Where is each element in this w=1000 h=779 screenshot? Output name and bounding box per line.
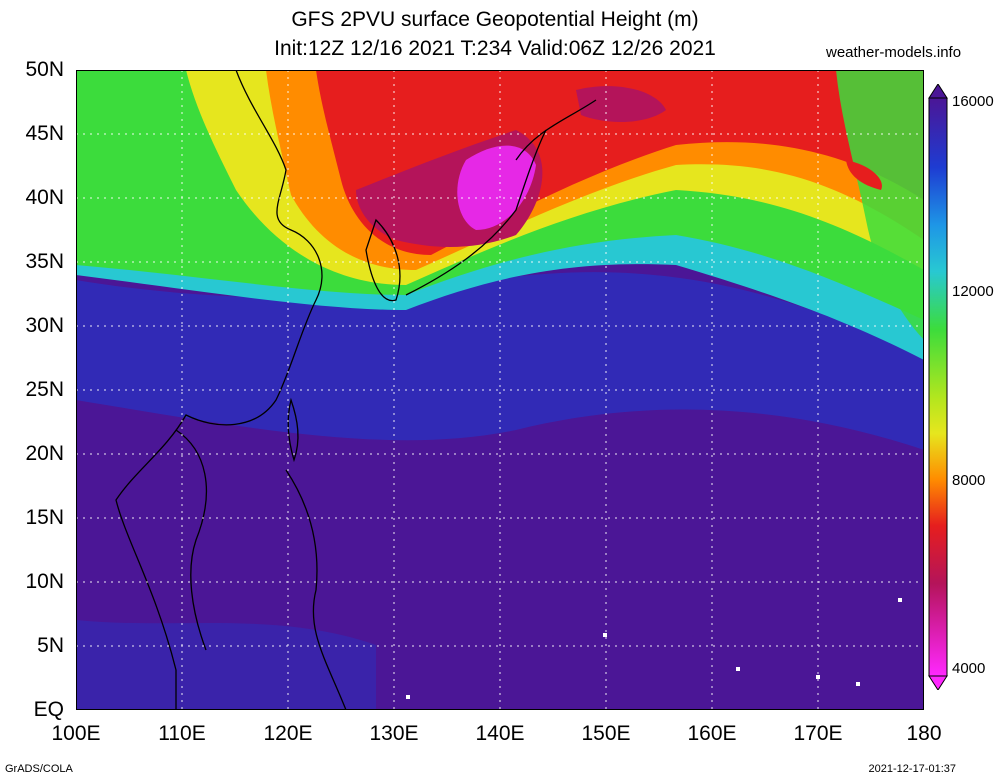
lat-label-40n: 40N <box>25 186 64 209</box>
lat-label-45n: 45N <box>25 122 64 145</box>
colorbar-label-16000: 16000 <box>952 93 994 110</box>
colorbar <box>928 84 948 690</box>
lat-label-20n: 20N <box>25 442 64 465</box>
lat-label-35n: 35N <box>25 250 64 273</box>
lon-label-180: 180 <box>906 722 942 745</box>
lon-label-130e: 130E <box>369 722 419 745</box>
lon-label-120e: 120E <box>263 722 313 745</box>
colorbar-label-8000: 8000 <box>952 472 986 489</box>
lat-label-15n: 15N <box>25 506 64 529</box>
lon-label-150e: 150E <box>581 722 631 745</box>
map-subtitle: Init:12Z 12/16 2021 T:234 Valid:06Z 12/2… <box>274 37 716 60</box>
lat-label-eq: EQ <box>33 698 64 721</box>
lat-label-30n: 30N <box>25 314 64 337</box>
lon-label-110e: 110E <box>158 722 206 745</box>
colorbar-label-12000: 12000 <box>952 283 994 300</box>
lat-label-25n: 25N <box>25 378 64 401</box>
site-credit: weather-models.info <box>826 44 962 61</box>
lon-label-160e: 160E <box>687 722 737 745</box>
geopotential-map <box>76 70 924 710</box>
software-credit: GrADS/COLA <box>5 763 73 775</box>
lat-label-50n: 50N <box>25 58 64 81</box>
generated-timestamp: 2021-12-17-01:37 <box>868 763 956 775</box>
colorbar-label-4000: 4000 <box>952 660 986 677</box>
lon-label-100e: 100E <box>51 722 101 745</box>
lat-label-5n: 5N <box>37 634 64 657</box>
map-title: GFS 2PVU surface Geopotential Height (m) <box>291 8 699 31</box>
map-field <box>76 70 924 710</box>
lat-label-10n: 10N <box>25 570 64 593</box>
lon-label-140e: 140E <box>475 722 525 745</box>
lon-label-170e: 170E <box>793 722 843 745</box>
